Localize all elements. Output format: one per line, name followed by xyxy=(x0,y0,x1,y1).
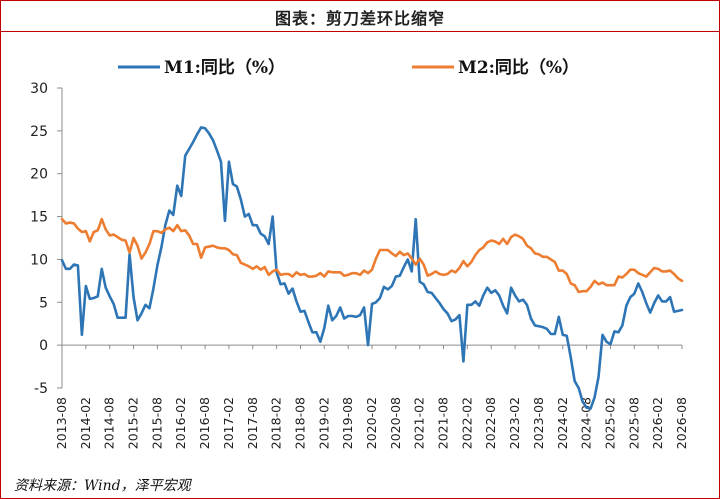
x-tick-label: 2015-08 xyxy=(149,397,164,449)
source-note: 资料来源：Wind，泽平宏观 xyxy=(14,478,191,494)
x-tick-label: 2014-08 xyxy=(102,397,117,449)
x-tick-label: 2024-08 xyxy=(579,397,594,449)
x-tick-label: 2020-02 xyxy=(364,397,379,449)
y-tick-label: 10 xyxy=(30,252,48,268)
legend-label-m2: M2:同比（%） xyxy=(458,57,579,78)
legend: M1:同比（%） M2:同比（%） xyxy=(118,57,579,78)
x-tick-label: 2022-08 xyxy=(483,397,498,449)
x-tick-label: 2023-08 xyxy=(531,397,546,449)
x-tick-label: 2026-08 xyxy=(674,397,689,449)
x-tick-label: 2018-02 xyxy=(269,397,284,449)
x-tick-label: 2024-02 xyxy=(555,397,570,449)
chart-title: 图表：剪刀差环比缩窄 xyxy=(274,9,445,28)
x-tick-label: 2017-08 xyxy=(245,397,260,449)
x-tick-label: 2019-08 xyxy=(340,397,355,449)
x-tick-label: 2018-08 xyxy=(292,397,307,449)
x-tick-label: 2026-02 xyxy=(650,397,665,449)
x-tick-label: 2025-02 xyxy=(602,397,617,449)
y-tick-label: 25 xyxy=(30,124,48,140)
x-tick-label: 2023-02 xyxy=(507,397,522,449)
y-tick-label: 30 xyxy=(30,81,48,97)
x-tick-label: 2021-08 xyxy=(436,397,451,449)
y-tick-label: 15 xyxy=(30,210,48,226)
x-axis: 2013-08 2014-02 2014-08 2015-02 2015-08 2016-… xyxy=(54,344,689,449)
y-tick-label: 5 xyxy=(39,295,48,311)
x-tick-label: 2016-02 xyxy=(173,397,188,449)
x-tick-label: 2016-08 xyxy=(197,397,212,449)
x-tick-label: 2021-02 xyxy=(412,397,427,449)
x-tick-label: 2013-08 xyxy=(54,397,69,449)
series-layer xyxy=(60,126,684,410)
y-axis: -5 0 5 10 15 20 25 30 xyxy=(30,81,63,397)
title-bar: 图表：剪刀差环比缩窄 xyxy=(1,1,719,32)
legend-label-m1: M1:同比（%） xyxy=(164,57,285,78)
series-line-m1 xyxy=(60,126,684,410)
x-tick-label: 2019-02 xyxy=(316,397,331,449)
series-line-m2 xyxy=(60,217,684,294)
y-tick-label: -5 xyxy=(34,381,48,397)
x-tick-label: 2025-08 xyxy=(626,397,641,449)
x-tick-label: 2020-08 xyxy=(388,397,403,449)
x-tick-label: 2017-02 xyxy=(221,397,236,449)
y-tick-label: 0 xyxy=(39,338,48,354)
x-tick-label: 2014-02 xyxy=(78,397,93,449)
x-tick-label: 2022-02 xyxy=(459,397,474,449)
y-tick-label: 20 xyxy=(30,167,48,183)
x-tick-label: 2015-02 xyxy=(126,397,141,449)
